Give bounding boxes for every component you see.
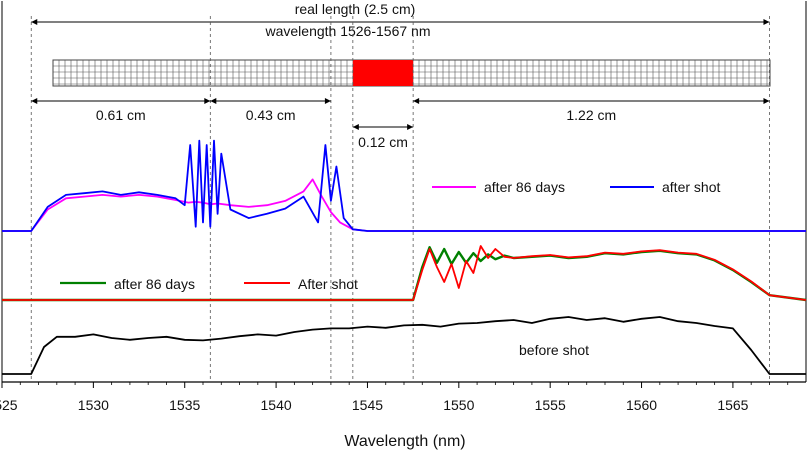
segment-arrow-0-head-right [204, 98, 211, 104]
segment-label-3: 1.22 cm [566, 107, 616, 123]
series-line-1 [2, 245, 807, 302]
legend-top-magenta-label: after 86 days [484, 179, 565, 195]
series-group [2, 139, 807, 375]
x-tick-label-6: 1555 [535, 397, 566, 413]
segment-label-1: 0.43 cm [246, 107, 296, 123]
x-tick-label-8: 1565 [717, 397, 748, 413]
segment-arrow-1-head-right [324, 98, 331, 104]
series-line-3 [2, 178, 806, 232]
segment-arrow-2-head-left [352, 124, 359, 130]
before-shot-label: before shot [519, 342, 589, 358]
segment-label-0: 0.61 cm [96, 107, 146, 123]
x-tick-label-4: 1545 [352, 397, 383, 413]
real-length-label: real length (2.5 cm) [295, 1, 416, 17]
x-tick-label-0: 1525 [0, 397, 18, 413]
segment-arrow-1-head-left [210, 98, 217, 104]
x-tick-label-7: 1560 [626, 397, 657, 413]
legend-top: after 86 days after shot [432, 179, 720, 195]
segment-arrows: 0.61 cm 0.43 cm 0.12 cm 1.22 cm [31, 98, 770, 150]
x-ticks: 1525 1530 1535 1540 1545 1550 1555 1560 1565 [0, 382, 789, 413]
real-length-arrow-head-right [763, 19, 770, 25]
x-tick-label-3: 1540 [261, 397, 292, 413]
grating-damaged-section [352, 60, 414, 86]
series-line-4 [2, 139, 806, 232]
x-tick-label-2: 1535 [169, 397, 200, 413]
segment-arrow-3-head-right [763, 98, 770, 104]
series-line-0 [2, 316, 806, 375]
legend-top-blue-label: after shot [662, 179, 720, 195]
x-axis-title: Wavelength (nm) [344, 433, 465, 450]
series-line-2 [2, 245, 807, 301]
x-tick-label-5: 1550 [443, 397, 474, 413]
x-tick-label-1: 1530 [78, 397, 109, 413]
grating-bar [52, 59, 771, 87]
wavelength-range-label: wavelength 1526-1567 nm [264, 23, 430, 39]
legend-mid: after 86 days After shot [60, 276, 358, 292]
legend-mid-red-label: After shot [298, 276, 358, 292]
segment-label-2: 0.12 cm [358, 134, 408, 150]
divider-lines [30, 16, 770, 382]
segment-arrow-3-head-left [413, 98, 420, 104]
legend-mid-green-label: after 86 days [114, 276, 195, 292]
real-length-arrow [31, 19, 770, 25]
segment-arrow-0-head-left [31, 98, 38, 104]
segment-arrow-2-head-right [407, 124, 414, 130]
real-length-arrow-head-left [31, 19, 38, 25]
